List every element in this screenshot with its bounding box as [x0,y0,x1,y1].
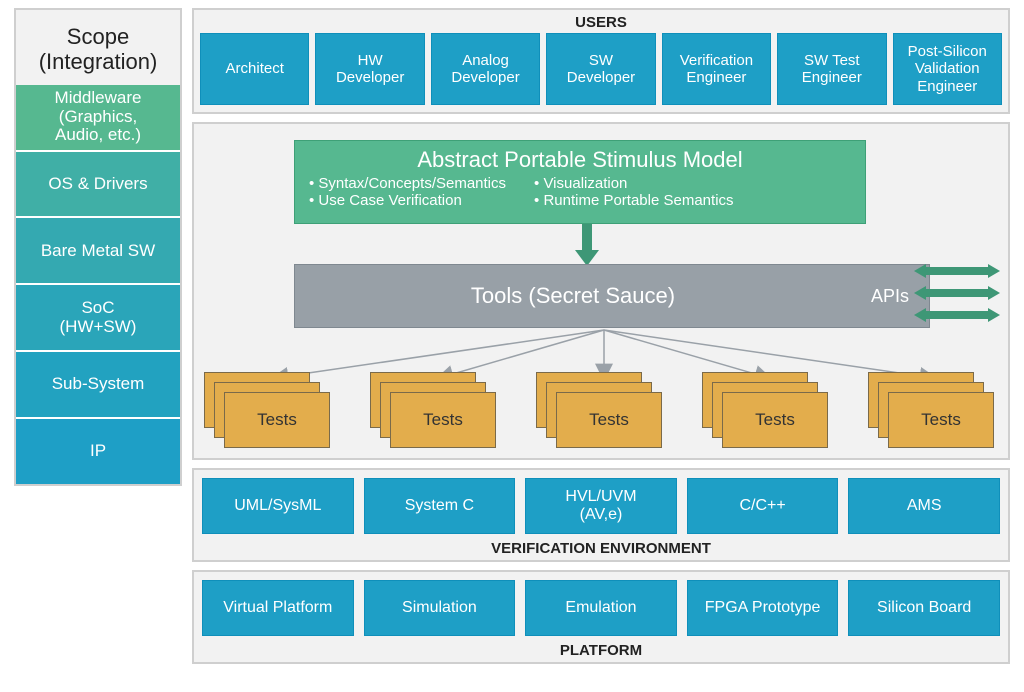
tests-stack: Tests [868,372,998,450]
stimulus-bullets: Syntax/Concepts/SemanticsUse Case Verifi… [309,175,851,209]
verification-env-box: UML/SysML [202,478,354,534]
user-role-box: HWDeveloper [315,33,424,105]
scope-item: Middleware(Graphics,Audio, etc.) [16,85,180,152]
arrow-down-icon [578,224,596,264]
verification-env-box: AMS [848,478,1000,534]
tests-label: Tests [224,392,330,448]
platform-panel: Virtual PlatformSimulationEmulationFPGA … [192,570,1010,664]
verification-env-box: HVL/UVM(AV,e) [525,478,677,534]
user-role-box: VerificationEngineer [662,33,771,105]
stimulus-bullet: Use Case Verification [309,192,506,209]
flow-panel: Abstract Portable Stimulus Model Syntax/… [192,122,1010,460]
scope-item: IP [16,419,180,484]
tests-stack: Tests [204,372,334,450]
scope-item: OS & Drivers [16,152,180,219]
verification-env-panel: UML/SysMLSystem CHVL/UVM(AV,e)C/C++AMS V… [192,468,1010,562]
user-role-box: SW TestEngineer [777,33,886,105]
platform-row: Virtual PlatformSimulationEmulationFPGA … [202,580,1000,636]
stimulus-bullet: Visualization [534,175,734,192]
scope-title: Scope (Integration) [16,10,180,85]
scope-item: SoC(HW+SW) [16,285,180,352]
tests-label: Tests [888,392,994,448]
tests-label: Tests [390,392,496,448]
stimulus-title: Abstract Portable Stimulus Model [309,147,851,173]
scope-item: Bare Metal SW [16,218,180,285]
verification-env-box: System C [364,478,516,534]
platform-box: Emulation [525,580,677,636]
tests-stack: Tests [702,372,832,450]
platform-box: Virtual Platform [202,580,354,636]
tests-label: Tests [556,392,662,448]
platform-box: FPGA Prototype [687,580,839,636]
scope-sidebar: Scope (Integration) Middleware(Graphics,… [14,8,182,486]
stimulus-bullet: Runtime Portable Semantics [534,192,734,209]
scope-item: Sub-System [16,352,180,419]
tools-label: Tools (Secret Sauce) [295,283,851,309]
user-role-box: Post-SiliconValidationEngineer [893,33,1002,105]
stimulus-bullet: Syntax/Concepts/Semantics [309,175,506,192]
verification-env-label: VERIFICATION ENVIRONMENT [202,540,1000,557]
tests-stack: Tests [370,372,500,450]
api-arrow-bidir-icon [914,286,1000,300]
users-label: USERS [200,14,1002,31]
verification-env-box: C/C++ [687,478,839,534]
user-role-box: AnalogDeveloper [431,33,540,105]
api-arrow-bidir-icon [914,264,1000,278]
tests-stack: Tests [536,372,666,450]
scope-stack: Middleware(Graphics,Audio, etc.)OS & Dri… [16,85,180,484]
user-role-box: SWDeveloper [546,33,655,105]
tests-label: Tests [722,392,828,448]
api-arrow-bidir-icon [914,308,1000,322]
tests-row: Tests Tests Tests Tests Tests [204,372,998,450]
platform-label: PLATFORM [202,642,1000,659]
stimulus-model-box: Abstract Portable Stimulus Model Syntax/… [294,140,866,224]
users-panel: USERS ArchitectHWDeveloperAnalogDevelope… [192,8,1010,114]
platform-box: Silicon Board [848,580,1000,636]
user-role-box: Architect [200,33,309,105]
users-row: ArchitectHWDeveloperAnalogDeveloperSWDev… [200,33,1002,105]
platform-box: Simulation [364,580,516,636]
verification-env-row: UML/SysMLSystem CHVL/UVM(AV,e)C/C++AMS [202,478,1000,534]
tools-box: Tools (Secret Sauce) APIs [294,264,930,328]
